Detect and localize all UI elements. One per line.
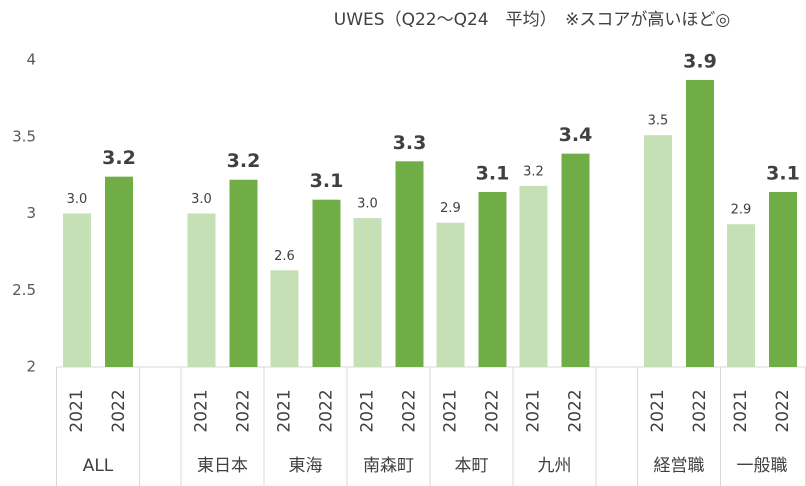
series-label: 2021 [67, 389, 87, 432]
value-label: 3.0 [67, 192, 88, 207]
x-tick-label: 本町 [455, 456, 489, 476]
bar [519, 185, 548, 367]
bar [312, 199, 341, 367]
bar [229, 179, 258, 367]
x-tick-label: 経営職 [654, 456, 705, 476]
value-label: 3.5 [648, 114, 669, 129]
x-tick-label: 東海 [289, 456, 323, 476]
bar [561, 153, 590, 367]
value-label: 3.2 [227, 150, 261, 172]
bar [769, 192, 797, 367]
value-label: 3.1 [476, 163, 510, 185]
value-label: 3.2 [523, 164, 544, 179]
value-label: 3.4 [559, 124, 593, 146]
value-label: 3.3 [393, 132, 427, 154]
bar [105, 176, 133, 367]
chart-title: UWES（Q22～Q24 平均） ※スコアが高いほど◎ [334, 10, 730, 30]
series-label: 2022 [400, 389, 420, 432]
bar [395, 161, 424, 367]
series-label: 2022 [109, 389, 129, 432]
value-label: 3.2 [102, 147, 136, 169]
series-label: 2022 [234, 389, 254, 432]
value-label: 3.1 [310, 170, 344, 192]
bar [727, 224, 755, 367]
value-label: 3.0 [191, 192, 212, 207]
value-label: 3.1 [766, 163, 800, 185]
bar [270, 270, 299, 367]
bar [686, 79, 714, 367]
value-label: 2.9 [440, 201, 461, 216]
bar [353, 218, 382, 367]
x-tick-label: ALL [83, 456, 114, 476]
series-label: 2021 [648, 389, 668, 432]
x-tick-label: 一般職 [737, 456, 788, 476]
series-label: 2022 [690, 389, 710, 432]
series-label: 2021 [275, 389, 295, 432]
value-label: 2.9 [731, 203, 752, 218]
series-label: 2022 [773, 389, 793, 432]
series-label: 2021 [441, 389, 461, 432]
bar [644, 135, 672, 367]
y-tick-label: 3.5 [12, 127, 36, 145]
x-tick-label: 南森町 [363, 456, 414, 476]
bar [187, 213, 216, 367]
series-label: 2021 [192, 389, 212, 432]
bar [478, 192, 507, 367]
x-tick-label: 東日本 [197, 456, 248, 476]
y-tick-label: 2 [26, 358, 36, 376]
series-label: 2022 [483, 389, 503, 432]
y-tick-label: 2.5 [12, 281, 36, 299]
y-tick-label: 4 [26, 51, 36, 69]
value-label: 3.0 [357, 197, 378, 212]
value-label: 3.9 [683, 50, 717, 72]
value-label: 2.6 [274, 249, 295, 264]
series-label: 2021 [731, 389, 751, 432]
series-label: 2021 [524, 389, 544, 432]
series-label: 2022 [566, 389, 586, 432]
series-label: 2021 [358, 389, 378, 432]
x-tick-label: 九州 [538, 456, 572, 476]
bar [436, 222, 465, 367]
series-label: 2022 [317, 389, 337, 432]
bar [63, 213, 91, 367]
y-tick-label: 3 [26, 204, 36, 222]
